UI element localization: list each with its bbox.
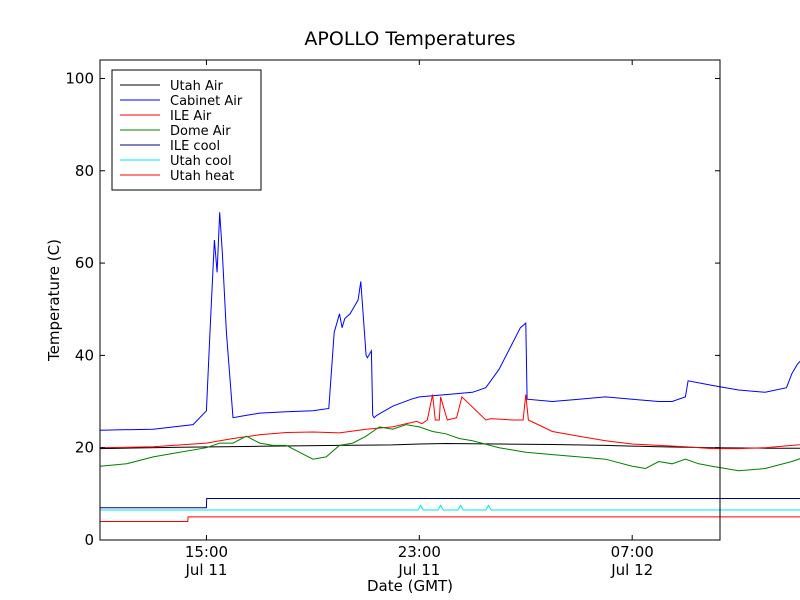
y-tick-label: 60	[75, 254, 94, 272]
legend-label-ile-cool: ILE cool	[170, 139, 220, 154]
y-tick-label: 80	[75, 162, 94, 180]
y-tick-label: 100	[65, 69, 94, 87]
series-line-cabinet-air	[99, 212, 800, 431]
x-tick-label-date: Jul 11	[397, 561, 440, 579]
y-tick-label: 20	[75, 439, 94, 457]
x-tick-label-date: Jul 12	[610, 561, 653, 579]
series-line-utah-cool	[100, 504, 800, 511]
legend-label-utah-heat: Utah heat	[170, 169, 234, 184]
chart-title: APOLLO Temperatures	[304, 28, 515, 50]
x-tick-label-time: 15:00	[185, 543, 228, 561]
series-line-ile-cool	[100, 498, 800, 509]
x-tick-label-date: Jul 11	[184, 561, 227, 579]
legend-label-cabinet-air: Cabinet Air	[170, 94, 243, 109]
legend-label-ile-air: ILE Air	[170, 109, 212, 124]
y-tick-label: 0	[84, 531, 94, 549]
x-tick-label-time: 23:00	[398, 543, 441, 561]
legend-label-dome-air: Dome Air	[170, 124, 231, 139]
y-tick-label: 40	[75, 346, 94, 364]
y-axis-ticks: 0 20 40 60 80 100	[65, 69, 720, 549]
series-line-ile-air	[99, 394, 800, 450]
series-line-dome-air	[99, 424, 800, 472]
series-line-utah-heat	[100, 516, 800, 522]
series-layer	[99, 212, 800, 522]
legend-label-utah-cool: Utah cool	[170, 154, 232, 169]
x-axis-label: Date (GMT)	[367, 577, 453, 595]
plot-frame	[99, 59, 721, 541]
y-axis-label: Temperature (C)	[45, 239, 63, 362]
legend-label-utah-air: Utah Air	[170, 79, 223, 94]
x-tick-label-time: 07:00	[611, 543, 654, 561]
